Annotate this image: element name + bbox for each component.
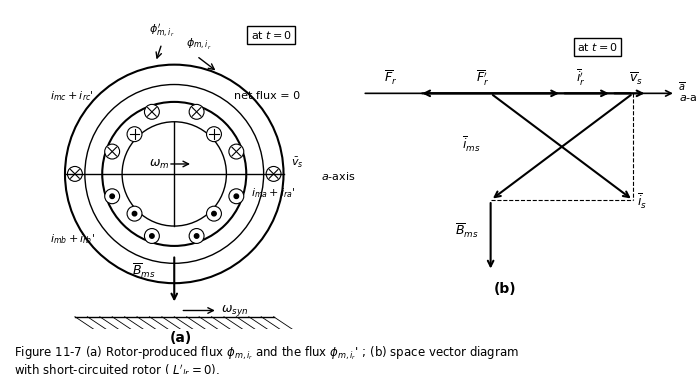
Circle shape — [132, 211, 137, 216]
Text: $\overline{i}_s$: $\overline{i}_s$ — [636, 192, 647, 211]
Circle shape — [229, 144, 244, 159]
Text: $\overline{a}$: $\overline{a}$ — [678, 81, 686, 94]
Text: $\overline{v}_s$: $\overline{v}_s$ — [629, 71, 643, 87]
Circle shape — [144, 104, 160, 119]
Circle shape — [194, 234, 199, 238]
Text: $\overline{F}_r'$: $\overline{F}_r'$ — [476, 68, 490, 88]
Text: $\omega_m$: $\omega_m$ — [149, 157, 169, 171]
Text: (a): (a) — [169, 331, 192, 344]
Circle shape — [189, 104, 204, 119]
Text: with short-circuited rotor ( $L'_{lr}= 0$).: with short-circuited rotor ( $L'_{lr}= 0… — [14, 363, 220, 374]
Circle shape — [144, 229, 160, 243]
Text: at $t=0$: at $t=0$ — [577, 41, 618, 53]
Circle shape — [266, 166, 281, 181]
Text: $\overline{B}_{ms}$: $\overline{B}_{ms}$ — [455, 222, 479, 240]
Circle shape — [68, 166, 82, 181]
Text: $i_{mc}+i_{rc}$': $i_{mc}+i_{rc}$' — [50, 89, 94, 103]
Circle shape — [206, 127, 222, 142]
Circle shape — [206, 206, 222, 221]
Circle shape — [127, 206, 142, 221]
Text: net flux = 0: net flux = 0 — [234, 91, 300, 101]
Text: $i_{mb}+i_{rb}$': $i_{mb}+i_{rb}$' — [50, 232, 95, 246]
Text: $\overline{B}_{ms}$: $\overline{B}_{ms}$ — [132, 262, 155, 280]
Circle shape — [105, 189, 120, 204]
Text: $\overline{i}_r'$: $\overline{i}_r'$ — [576, 68, 585, 88]
Circle shape — [105, 144, 120, 159]
Text: (b): (b) — [493, 282, 516, 296]
Text: $a$-axis: $a$-axis — [321, 170, 355, 182]
Text: $\bar{v}_s$: $\bar{v}_s$ — [291, 156, 303, 170]
Text: $\phi_{m,i_r}$: $\phi_{m,i_r}$ — [186, 37, 212, 52]
Text: $\overline{i}_{ms}$: $\overline{i}_{ms}$ — [462, 135, 481, 154]
Text: $\phi_{m,i_r}'$: $\phi_{m,i_r}'$ — [149, 22, 175, 40]
Text: at $t=0$: at $t=0$ — [251, 29, 291, 41]
Circle shape — [229, 189, 244, 204]
Circle shape — [127, 127, 142, 142]
Text: $a$-axis: $a$-axis — [680, 91, 697, 103]
Circle shape — [212, 211, 216, 216]
Circle shape — [189, 229, 204, 243]
Circle shape — [234, 194, 238, 199]
Text: $i_{ma}+i_{ra}$': $i_{ma}+i_{ra}$' — [251, 186, 296, 200]
Text: Figure 11-7 (a) Rotor-produced flux $\phi_{m,i_r}$ and the flux $\phi_{m,i_r}$' : Figure 11-7 (a) Rotor-produced flux $\ph… — [14, 344, 519, 362]
Circle shape — [110, 194, 114, 199]
Text: $\overline{F}_r$: $\overline{F}_r$ — [384, 68, 397, 87]
Text: $\omega_{syn}$: $\omega_{syn}$ — [222, 303, 249, 318]
Circle shape — [150, 234, 154, 238]
